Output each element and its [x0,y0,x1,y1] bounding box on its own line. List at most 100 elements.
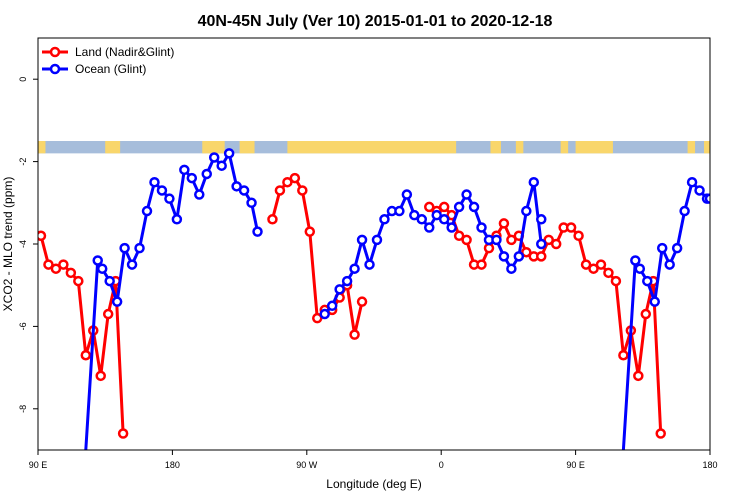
land-band-segment [515,141,524,154]
land-data-point [476,259,487,270]
ocean-data-point [642,275,653,287]
ocean-data-point [656,242,668,254]
ocean-data-point [498,251,510,262]
ocean-data-point [104,275,115,287]
ocean-data-point [364,259,375,270]
land-data-point [424,201,435,213]
land-data-point [274,185,286,196]
land-band-segment [560,141,569,154]
legend-entry-land: Land (Nadir&Glint) [42,45,174,59]
land-data-point [297,185,308,196]
ocean-data-point [468,201,480,213]
land-data-point [58,259,69,270]
ocean-data-point [341,275,353,287]
land-data-point [618,349,629,361]
ocean-data-point [424,222,435,233]
ocean-data-point [664,259,675,270]
ocean-data-point [334,284,345,295]
land-data-point [50,263,62,274]
land-band-segment [287,141,457,154]
legend-label-ocean: Ocean (Glint) [75,62,146,76]
land-band-segment [38,141,46,154]
land-data-point [610,275,622,287]
land-series-line [271,176,364,337]
x-axis: 90 E 180 90 W 0 90 E 180 [29,450,718,470]
ocean-data-point [186,172,198,184]
land-data-point [543,234,554,246]
ocean-data-point [349,263,360,274]
ocean-data-point [231,181,242,192]
land-data-point [595,259,607,270]
land-data-point [453,230,465,242]
land-data-point [80,349,92,361]
x-tick-label: 90 E [29,460,48,470]
land-data-point [573,230,584,242]
land-band-segment [490,141,501,154]
land-data-point [38,230,47,242]
ocean-data-point [194,189,205,200]
ocean-data-point [431,209,442,221]
ocean-data-point [371,234,383,246]
ocean-data-point [92,255,103,266]
x-axis-label: Longitude (deg E) [326,477,421,491]
y-axis: 0 -2 -4 -6 -8 [18,77,38,413]
ocean-data-point [319,308,330,320]
ocean-data-point [634,263,646,274]
ocean-data-point [513,251,525,262]
ocean-data-point [694,185,705,196]
ocean-data-point [156,185,168,196]
land-band-segment [575,141,613,154]
ocean-data-point [704,193,710,204]
ocean-data-point [171,214,183,225]
land-data-point [580,259,592,270]
land-data-point [498,218,510,229]
ocean-data-point [461,189,472,200]
y-tick-label: -2 [18,158,28,166]
land-band-segment [202,141,225,154]
ocean-series-line [323,180,543,316]
land-data-point [65,267,77,279]
ocean-data-point [679,205,690,217]
y-tick-label: -4 [18,240,28,248]
ocean-data-point [453,201,465,213]
x-tick-label: 0 [439,460,444,470]
ocean-data-point [649,296,660,307]
land-data-point [521,246,532,258]
ocean-data-point [491,234,502,246]
land-data-point [312,312,323,324]
ocean-data-point [141,205,153,217]
ocean-data-point [111,296,123,307]
ocean-data-point [409,209,420,221]
ocean-data-point [326,300,338,312]
land-data-point [588,263,599,274]
ocean-data-point [536,238,547,250]
ocean-data-point [223,148,235,159]
land-data-point [304,226,316,237]
ocean-data-point [446,222,457,233]
ocean-data-point [126,259,138,270]
y-tick-label: 0 [18,77,28,82]
ocean-data-point [238,185,250,196]
ocean-data-point [528,176,540,188]
land-data-point [438,201,450,213]
ocean-data-point [686,176,698,188]
land-data-point [289,172,301,184]
land-data-point [633,370,644,382]
land-data-point [73,275,84,287]
ocean-data-point [521,205,532,217]
land-band-segment [105,141,121,154]
legend-label-land: Land (Nadir&Glint) [75,45,174,59]
y-tick-label: -8 [18,405,28,413]
ocean-data-point [164,193,175,204]
legend-marker-land [49,46,61,58]
land-data-point [461,234,472,246]
x-tick-label: 90 W [296,460,318,470]
land-data-point [655,428,666,439]
ocean-data-point [252,226,263,237]
ocean-data-point [201,168,212,180]
x-tick-label: 180 [165,460,180,470]
ocean-data-point [134,242,145,254]
ocean-data-point [536,214,547,225]
land-data-point [483,242,495,254]
ocean-data-point [119,242,130,254]
